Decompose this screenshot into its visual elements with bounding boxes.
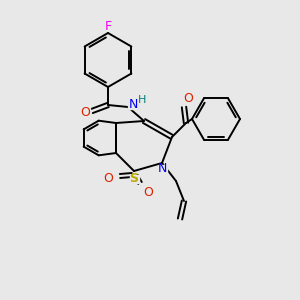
Bar (103, 175, 112, 183)
Bar (184, 95, 193, 103)
Bar (143, 188, 152, 196)
Text: O: O (183, 92, 193, 106)
Text: O: O (103, 172, 113, 185)
Bar (158, 165, 166, 173)
Bar (128, 101, 138, 109)
Text: O: O (143, 185, 153, 199)
Text: O: O (80, 106, 90, 118)
Text: F: F (104, 20, 112, 32)
Text: S: S (130, 172, 139, 185)
Bar (80, 108, 89, 116)
Text: N: N (157, 163, 167, 176)
Text: H: H (138, 95, 146, 105)
Text: N: N (128, 98, 138, 112)
Bar (130, 175, 139, 183)
